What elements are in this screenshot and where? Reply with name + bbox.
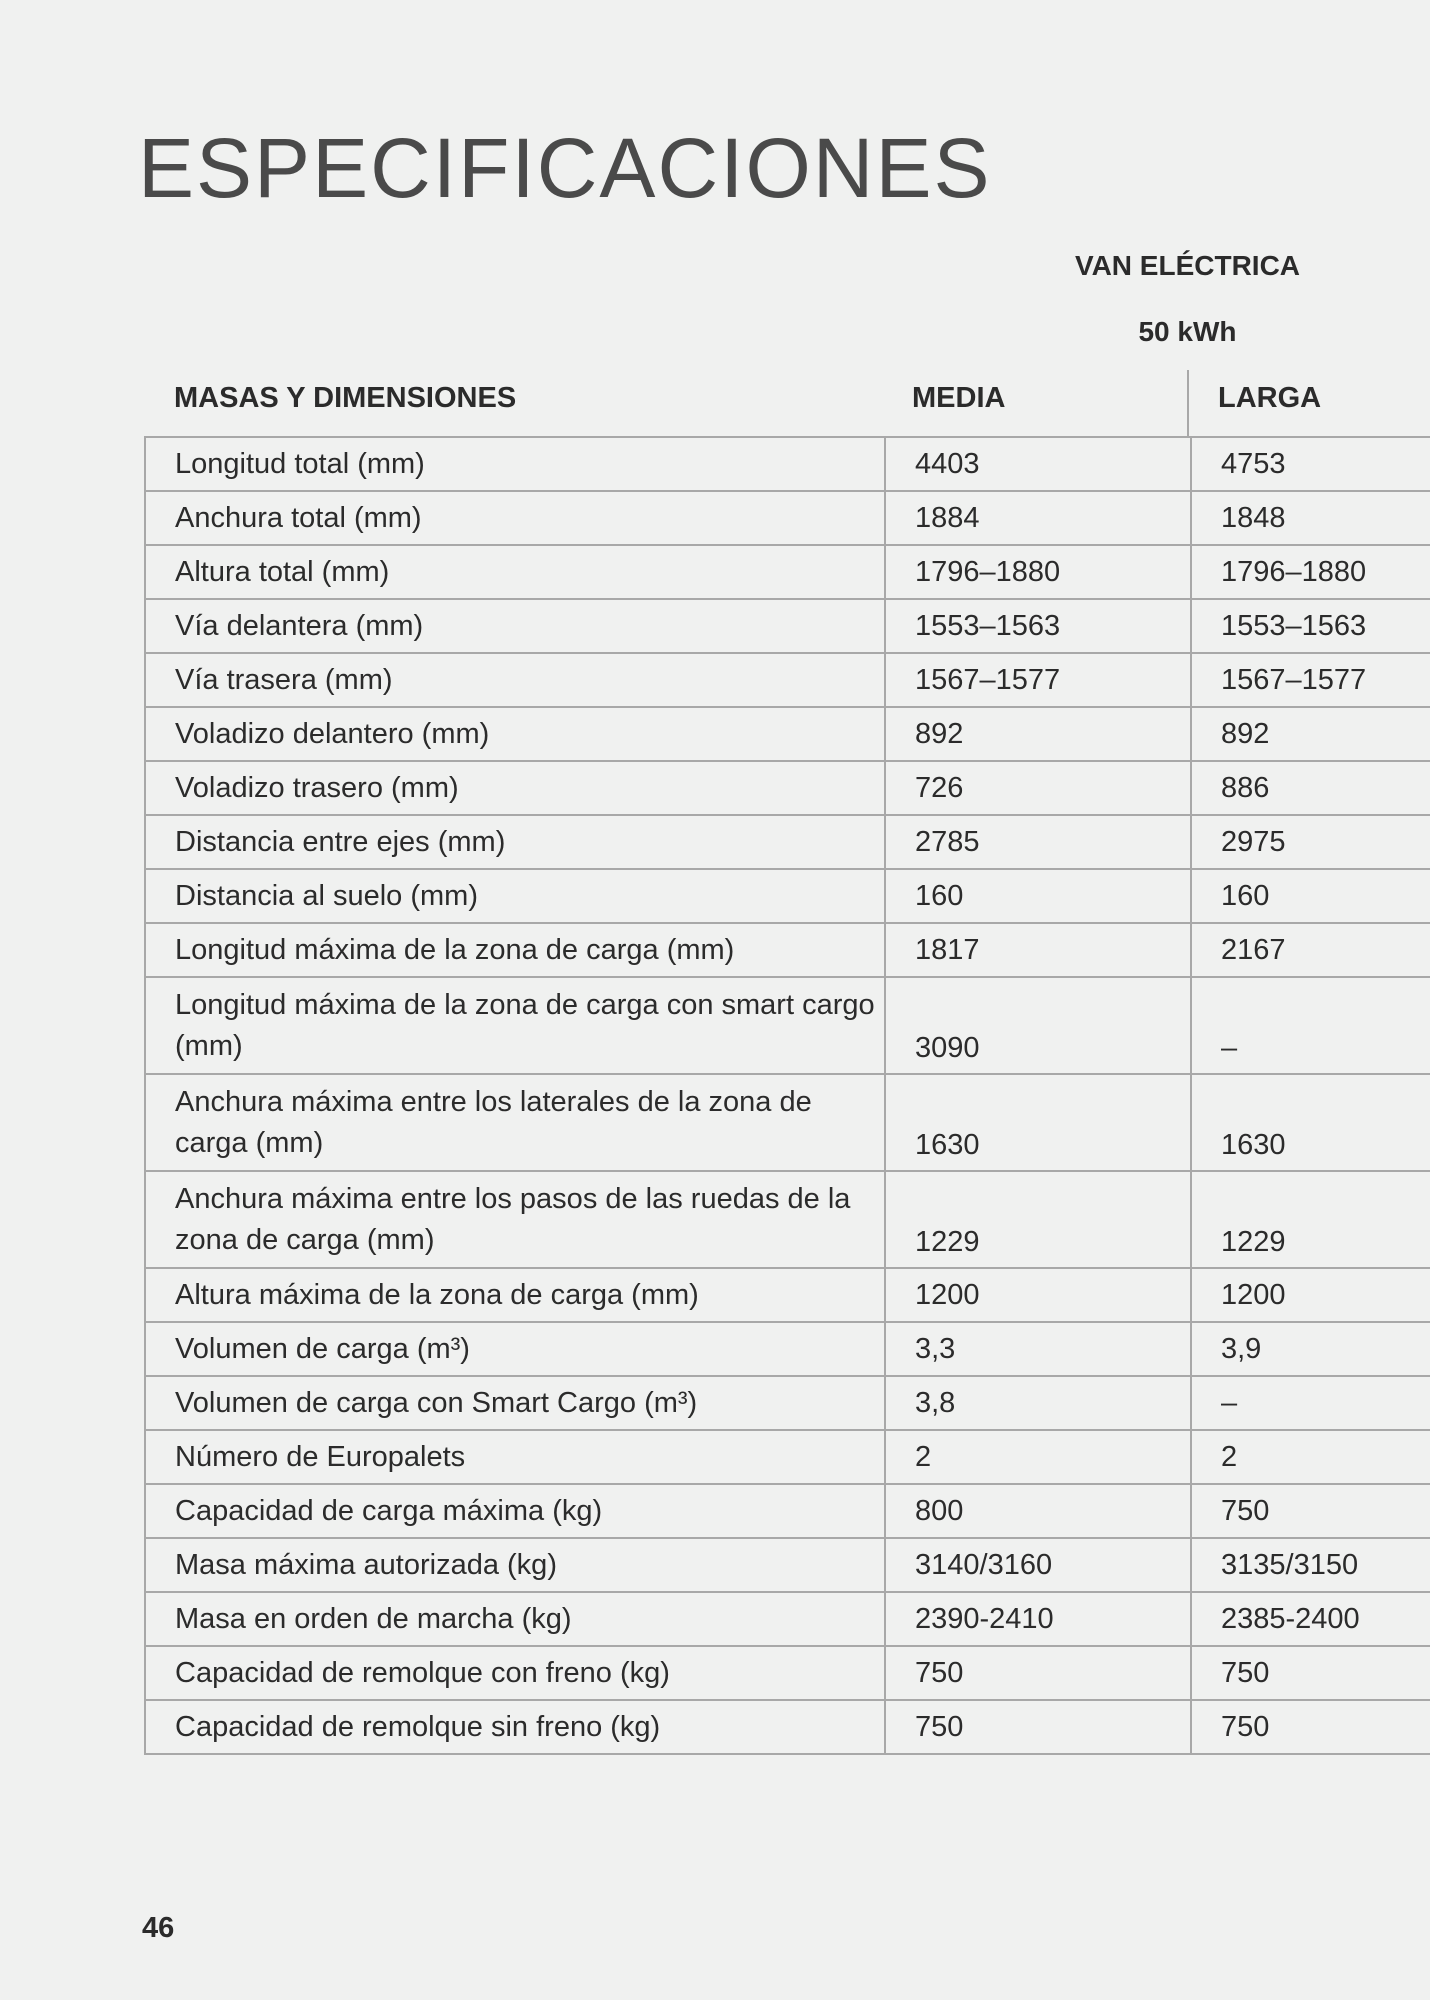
value-larga: 160 — [1190, 868, 1430, 924]
value-larga: 2167 — [1190, 922, 1430, 978]
table-row: Capacidad de carga máxima (kg) 800 750 — [144, 1483, 1430, 1539]
value-larga: 1567–1577 — [1190, 652, 1430, 708]
column-divider — [1187, 370, 1189, 436]
table-row: Anchura total (mm) 1884 1848 — [144, 490, 1430, 546]
row-label: Anchura total (mm) — [144, 490, 885, 546]
table-row: Vía delantera (mm) 1553–1563 1553–1563 — [144, 598, 1430, 654]
value-larga: 750 — [1190, 1645, 1430, 1701]
row-label: Anchura máxima entre los pasos de las ru… — [144, 1170, 885, 1269]
value-larga: 3,9 — [1190, 1321, 1430, 1377]
value-larga: 4753 — [1190, 436, 1430, 492]
table-row: Volumen de carga con Smart Cargo (m³) 3,8… — [144, 1375, 1430, 1431]
value-larga: 1630 — [1190, 1073, 1430, 1172]
value-larga: 2385-2400 — [1190, 1591, 1430, 1647]
section-label: MASAS Y DIMENSIONES — [174, 382, 517, 414]
row-label: Longitud máxima de la zona de carga (mm) — [144, 922, 885, 978]
row-label: Número de Europalets — [144, 1429, 885, 1485]
table-row: Distancia entre ejes (mm) 2785 2975 — [144, 814, 1430, 870]
value-media: 750 — [884, 1699, 1191, 1755]
table-row: Voladizo delantero (mm) 892 892 — [144, 706, 1430, 762]
row-label: Altura total (mm) — [144, 544, 885, 600]
table-row: Anchura máxima entre los pasos de las ru… — [144, 1170, 1430, 1269]
row-label: Altura máxima de la zona de carga (mm) — [144, 1267, 885, 1323]
value-media: 1567–1577 — [884, 652, 1191, 708]
row-label: Distancia entre ejes (mm) — [144, 814, 885, 870]
page-title: ESPECIFICACIONES — [138, 121, 992, 215]
row-label: Volumen de carga (m³) — [144, 1321, 885, 1377]
row-label: Longitud total (mm) — [144, 436, 885, 492]
value-media: 1817 — [884, 922, 1191, 978]
value-larga: 886 — [1190, 760, 1430, 816]
table-row: Capacidad de remolque con freno (kg) 750 7… — [144, 1645, 1430, 1701]
value-media: 726 — [884, 760, 1191, 816]
page-number: 46 — [142, 1912, 175, 1944]
table-row: Altura total (mm) 1796–1880 1796–1880 — [144, 544, 1430, 600]
table-row: Masa máxima autorizada (kg) 3140/3160 3135… — [144, 1537, 1430, 1593]
value-media: 3,8 — [884, 1375, 1191, 1431]
value-larga: 1796–1880 — [1190, 544, 1430, 600]
value-larga: 2 — [1190, 1429, 1430, 1485]
table-row: Anchura máxima entre los laterales de la… — [144, 1073, 1430, 1172]
value-larga: – — [1190, 976, 1430, 1075]
value-media: 1200 — [884, 1267, 1191, 1323]
value-media: 1884 — [884, 490, 1191, 546]
value-larga: 750 — [1190, 1483, 1430, 1539]
value-larga: 1553–1563 — [1190, 598, 1430, 654]
table-row: Longitud máxima de la zona de carga con … — [144, 976, 1430, 1075]
value-media: 1796–1880 — [884, 544, 1191, 600]
battery-header: 50 kWh — [1138, 316, 1237, 347]
value-larga: 1229 — [1190, 1170, 1430, 1269]
row-label: Anchura máxima entre los laterales de la… — [144, 1073, 885, 1172]
value-media: 3140/3160 — [884, 1537, 1191, 1593]
row-label: Voladizo trasero (mm) — [144, 760, 885, 816]
table-row: Longitud máxima de la zona de carga (mm)… — [144, 922, 1430, 978]
table-row: Masa en orden de marcha (kg) 2390-2410 238… — [144, 1591, 1430, 1647]
value-media: 160 — [884, 868, 1191, 924]
row-label: Capacidad de remolque sin freno (kg) — [144, 1699, 885, 1755]
table-row: Vía trasera (mm) 1567–1577 1567–1577 — [144, 652, 1430, 708]
value-media: 892 — [884, 706, 1191, 762]
value-media: 1630 — [884, 1073, 1191, 1172]
value-media: 1553–1563 — [884, 598, 1191, 654]
value-media: 750 — [884, 1645, 1191, 1701]
value-media: 3,3 — [884, 1321, 1191, 1377]
value-media: 3090 — [884, 976, 1191, 1075]
table-row: Altura máxima de la zona de carga (mm) 12… — [144, 1267, 1430, 1323]
column-header-larga: LARGA — [1218, 382, 1322, 414]
row-label: Longitud máxima de la zona de carga con … — [144, 976, 885, 1075]
value-larga: 3135/3150 — [1190, 1537, 1430, 1593]
row-label: Masa máxima autorizada (kg) — [144, 1537, 885, 1593]
row-label: Vía trasera (mm) — [144, 652, 885, 708]
value-media: 800 — [884, 1483, 1191, 1539]
value-larga: 2975 — [1190, 814, 1430, 870]
value-media: 2785 — [884, 814, 1191, 870]
row-label: Voladizo delantero (mm) — [144, 706, 885, 762]
value-larga: 892 — [1190, 706, 1430, 762]
value-larga: 1200 — [1190, 1267, 1430, 1323]
value-larga: 750 — [1190, 1699, 1430, 1755]
table-row: Número de Europalets 2 2 — [144, 1429, 1430, 1485]
table-row: Voladizo trasero (mm) 726 886 — [144, 760, 1430, 816]
value-larga: – — [1190, 1375, 1430, 1431]
row-label: Capacidad de remolque con freno (kg) — [144, 1645, 885, 1701]
table-row: Longitud total (mm) 4403 4753 — [144, 436, 1430, 492]
row-label: Distancia al suelo (mm) — [144, 868, 885, 924]
value-larga: 1848 — [1190, 490, 1430, 546]
row-label: Vía delantera (mm) — [144, 598, 885, 654]
value-media: 2390-2410 — [884, 1591, 1191, 1647]
row-label: Volumen de carga con Smart Cargo (m³) — [144, 1375, 885, 1431]
table-row: Volumen de carga (m³) 3,3 3,9 — [144, 1321, 1430, 1377]
table-row: Capacidad de remolque sin freno (kg) 750 7… — [144, 1699, 1430, 1755]
column-header-media: MEDIA — [912, 382, 1006, 414]
specs-table: Longitud total (mm) 4403 4753 Anchura total… — [144, 436, 1430, 1755]
row-label: Masa en orden de marcha (kg) — [144, 1591, 885, 1647]
value-media: 2 — [884, 1429, 1191, 1485]
value-media: 1229 — [884, 1170, 1191, 1269]
table-row: Distancia al suelo (mm) 160 160 — [144, 868, 1430, 924]
row-label: Capacidad de carga máxima (kg) — [144, 1483, 885, 1539]
value-media: 4403 — [884, 436, 1191, 492]
model-header: VAN ELÉCTRICA — [1074, 250, 1301, 281]
